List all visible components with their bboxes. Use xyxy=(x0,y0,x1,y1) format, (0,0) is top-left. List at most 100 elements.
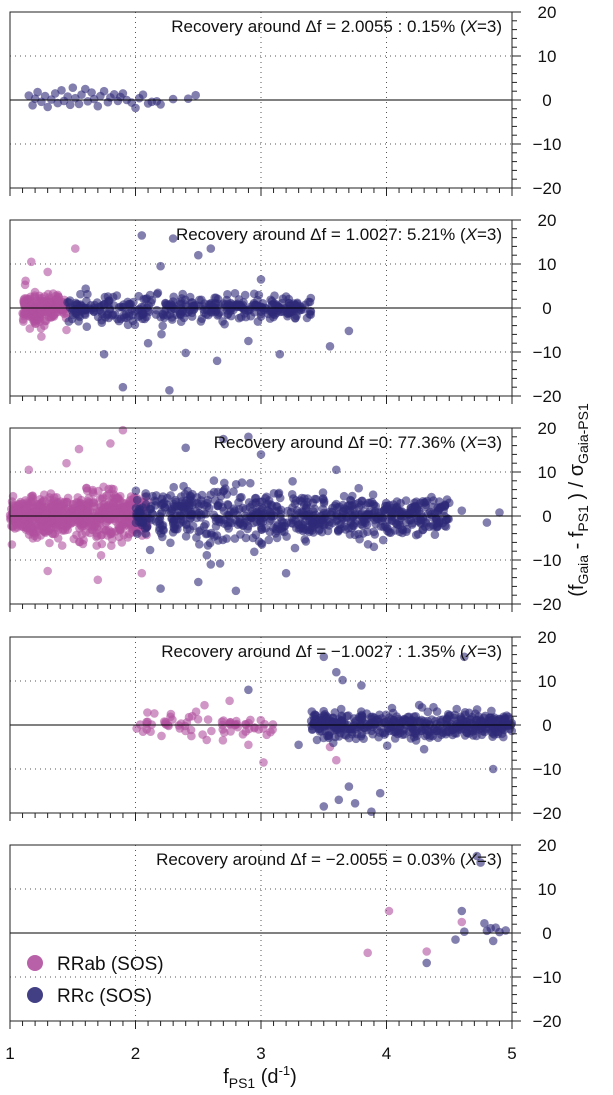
data-point-rrc xyxy=(202,550,212,560)
y-tick-label: −20 xyxy=(533,804,562,823)
panel-title-x: X xyxy=(465,17,478,36)
data-point-rrab xyxy=(62,458,71,468)
data-point-rrab xyxy=(157,731,166,741)
data-point-rrab xyxy=(106,529,115,539)
data-point-rrc xyxy=(145,545,155,555)
data-point-rrc xyxy=(399,726,408,735)
data-point-rrc xyxy=(81,284,90,294)
data-point-rrc xyxy=(243,516,252,526)
data-point-rrab xyxy=(88,485,97,495)
data-point-rrc xyxy=(181,532,191,541)
data-point-rrc xyxy=(429,520,438,530)
data-point-rrc xyxy=(169,482,178,492)
data-point-rrab xyxy=(142,719,152,729)
data-point-rrc xyxy=(304,297,313,307)
y-axis-label: (fGaia - fPS1 ) / σGaia-PS1 xyxy=(566,403,591,597)
data-point-rrc xyxy=(160,313,169,323)
data-point-rrc xyxy=(391,721,401,731)
data-point-rrc xyxy=(176,309,185,319)
data-point-rrc xyxy=(118,89,128,98)
data-point-rrab xyxy=(457,917,467,927)
data-point-rrc xyxy=(40,91,50,101)
data-point-rrab xyxy=(93,513,103,522)
data-point-rrc xyxy=(156,100,165,109)
data-point-rrc xyxy=(137,231,147,240)
data-point-rrc xyxy=(359,734,368,743)
y-tick-label: −10 xyxy=(533,760,562,779)
data-point-rrc xyxy=(390,734,400,743)
data-point-rrc xyxy=(388,708,398,718)
data-point-rrc xyxy=(392,519,402,529)
data-point-rrc xyxy=(346,502,356,511)
data-point-rrc xyxy=(350,799,360,808)
data-point-rrc xyxy=(462,728,472,738)
data-point-rrc xyxy=(441,729,451,739)
panel-title: Recovery around Δf = 1.0027: 5.21% (X=3) xyxy=(176,225,502,244)
data-point-rrc xyxy=(334,527,343,536)
data-point-rrab xyxy=(363,948,373,958)
data-point-rrc xyxy=(142,522,152,531)
data-point-rrc xyxy=(477,724,487,733)
panel-title-x: X xyxy=(465,433,478,452)
data-point-rrc xyxy=(82,296,91,306)
data-point-rrc xyxy=(272,533,282,543)
data-point-rrc xyxy=(303,497,312,507)
data-point-rrc xyxy=(480,919,489,928)
data-point-rrab xyxy=(97,530,107,540)
panel-title: Recovery around Δf = −1.0027 : 1.35% (X=… xyxy=(161,642,502,661)
data-point-rrc xyxy=(118,382,128,392)
data-point-rrab xyxy=(118,425,128,435)
data-point-rrc xyxy=(209,476,219,485)
data-point-rrc xyxy=(204,503,214,513)
data-point-rrab xyxy=(75,524,84,533)
data-point-rrc xyxy=(296,523,305,533)
data-point-rrc xyxy=(319,733,328,743)
data-point-rrab xyxy=(246,715,255,725)
panel-title-tail: =3) xyxy=(477,850,502,869)
data-point-rrc xyxy=(479,713,489,723)
data-point-rrc xyxy=(241,312,251,322)
data-point-rrc xyxy=(347,523,356,533)
data-point-rrc xyxy=(169,292,178,302)
data-point-rrc xyxy=(460,927,469,936)
data-point-rrc xyxy=(411,736,421,745)
data-point-rrab xyxy=(268,720,278,729)
data-point-rrab xyxy=(166,712,175,722)
data-point-rrab xyxy=(49,493,59,502)
data-point-rrab xyxy=(218,725,227,734)
data-point-rrab xyxy=(114,532,124,542)
y-tick-label: −10 xyxy=(533,968,562,987)
data-point-rrab xyxy=(37,332,46,341)
data-point-rrc xyxy=(375,722,385,731)
data-point-rrab xyxy=(89,499,99,508)
data-point-rrab xyxy=(68,499,78,509)
y-tick-label: −20 xyxy=(533,179,562,198)
data-point-rrc xyxy=(435,516,445,526)
data-point-rrc xyxy=(401,496,411,505)
y-tick-label: 0 xyxy=(542,507,551,526)
y-tick-label: 10 xyxy=(538,880,557,899)
data-point-rrab xyxy=(30,287,40,297)
panel-title-x: X xyxy=(465,850,478,869)
data-point-rrc xyxy=(281,292,291,301)
data-point-rrab xyxy=(143,708,152,717)
data-point-rrc xyxy=(189,302,199,312)
data-point-rrc xyxy=(337,719,347,728)
data-point-rrc xyxy=(365,498,375,508)
data-point-rrab xyxy=(96,551,106,560)
data-point-rrc xyxy=(370,515,380,525)
data-point-rrab xyxy=(32,527,42,536)
data-point-rrc xyxy=(266,507,275,517)
data-point-rrab xyxy=(7,540,17,549)
data-point-rrc xyxy=(290,543,300,553)
data-point-rrc xyxy=(422,730,432,739)
data-point-rrc xyxy=(134,291,143,301)
panels: 20 10 0 −10 −20 Recovery around Δf = 2.0055 :… xyxy=(5,3,562,1031)
data-point-rrab xyxy=(126,496,136,506)
data-point-rrab xyxy=(45,538,54,548)
data-point-rrc xyxy=(370,530,380,539)
data-point-rrc xyxy=(358,712,367,721)
data-point-rrc xyxy=(43,102,52,112)
data-point-rrab xyxy=(54,518,63,527)
y-tick-label: 20 xyxy=(538,419,557,438)
